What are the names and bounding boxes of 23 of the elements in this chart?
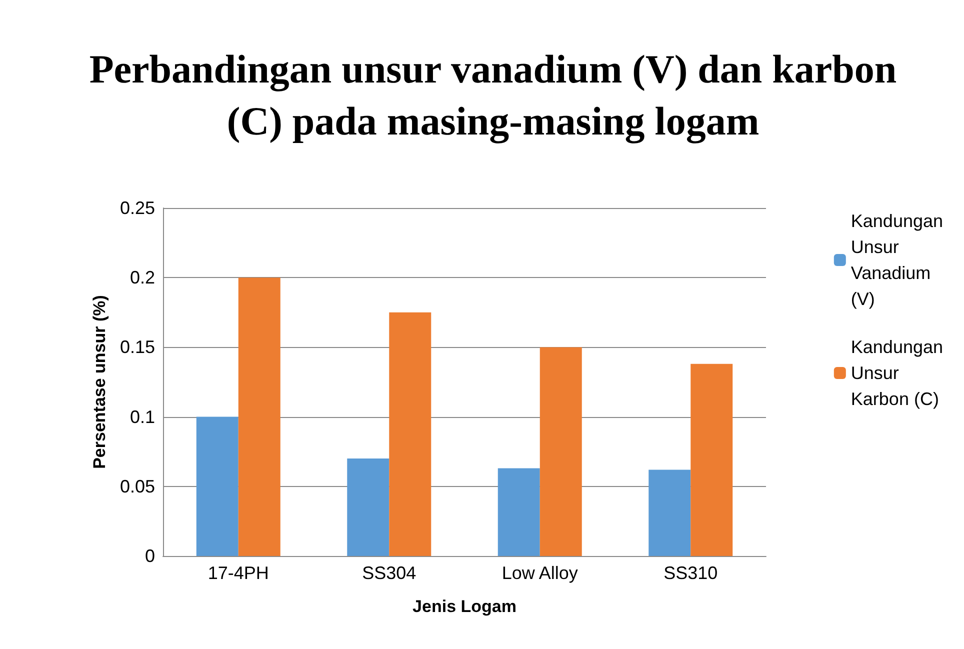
bar	[648, 470, 691, 556]
bar	[498, 468, 540, 556]
bar	[238, 278, 280, 556]
bar	[347, 458, 390, 556]
x-tick-label: SS310	[664, 563, 718, 583]
y-tick-label: 0.1	[130, 406, 155, 427]
legend-label: Kandungan Unsur Karbon (C)	[850, 337, 943, 409]
y-tick-label: 0	[144, 546, 155, 566]
x-tick-label: 17-4PH	[208, 563, 269, 583]
x-tick-label: Low Alloy	[502, 563, 578, 583]
x-axis-title: Jenis Logam	[412, 597, 516, 616]
legend-label: Kandungan Unsur Vanadium (V)	[850, 211, 943, 309]
bar	[196, 416, 238, 556]
y-tick-label: 0.25	[120, 198, 155, 218]
bar	[690, 364, 733, 556]
x-tick-label: SS304	[362, 563, 416, 583]
y-tick-label: 0.2	[130, 268, 155, 288]
y-tick-label: 0.05	[120, 476, 155, 496]
y-tick-label: 0.15	[120, 337, 155, 358]
chart-title: Perbandingan unsur vanadium (V) dan karbon (C) pada masing-masing logam	[89, 46, 897, 144]
y-axis-title: Persentase unsur (%)	[90, 295, 109, 469]
bar	[389, 312, 432, 556]
bar	[540, 347, 582, 556]
